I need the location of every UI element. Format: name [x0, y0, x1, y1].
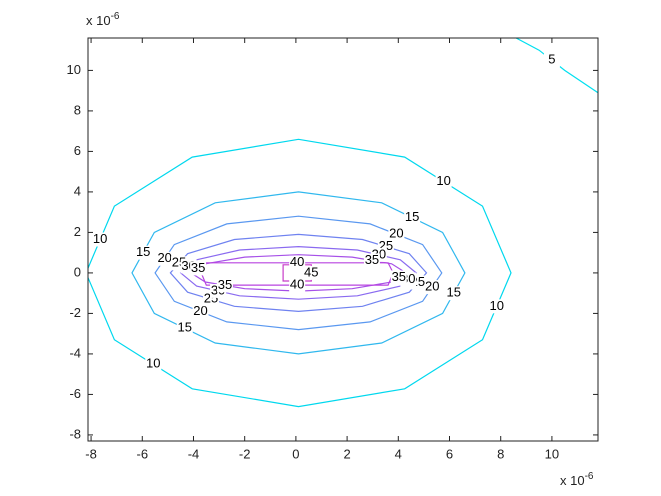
x-tick-label: 0	[292, 446, 299, 461]
contour-label: 35	[365, 252, 379, 267]
x-tick-label: 10	[545, 446, 559, 461]
y-multiplier-exponent: -6	[111, 11, 120, 22]
y-multiplier-base: x 10	[86, 13, 111, 28]
contour-label: 20	[157, 250, 171, 265]
y-tick-label: 10	[67, 62, 81, 77]
contour-label-bg	[192, 304, 209, 319]
contour-label-bg	[289, 255, 306, 270]
contour-label-bg	[390, 270, 407, 285]
y-tick-label: -6	[69, 386, 81, 401]
contour-label: 35	[392, 269, 406, 284]
contour-label-bg	[92, 232, 109, 247]
y-tick-label: 6	[74, 143, 81, 158]
contour-label-bg	[156, 251, 173, 266]
x-multiplier: x 10-6	[560, 471, 594, 489]
y-tick-label: 4	[74, 183, 81, 198]
contour-label: 20	[193, 303, 207, 318]
contour-label: 10	[436, 173, 450, 188]
contour-label: 10	[93, 231, 107, 246]
contour-line	[131, 191, 466, 355]
contour-label-bg	[303, 265, 320, 280]
contour-label: 40	[290, 254, 304, 269]
x-tick-label: -2	[239, 446, 251, 461]
y-tick-label: -8	[69, 426, 81, 441]
x-tick-label: 2	[343, 446, 350, 461]
contour-label-bg	[190, 261, 207, 276]
contour-label-bg	[543, 53, 560, 68]
contour-label-bg	[363, 253, 380, 268]
x-tick-label: -6	[136, 446, 148, 461]
contour-label-bg	[145, 357, 162, 372]
contour-label-bg	[424, 280, 441, 295]
x-multiplier-exponent: -6	[585, 471, 594, 482]
contour-label-bg	[445, 286, 462, 301]
x-tick-label: 4	[395, 446, 402, 461]
contour-label: 35	[191, 260, 205, 275]
axes: -8 -6 -4 -2 0 2 4 6 8 10 -8 -6 -4 -2 0 2 4 6 8 10	[67, 38, 598, 461]
contour-label: 15	[178, 320, 192, 335]
contour-label: 45	[304, 264, 318, 279]
x-tick-label: -4	[188, 446, 200, 461]
contour-label: 10	[490, 298, 504, 313]
plot-area	[88, 38, 598, 441]
contour-label: 20	[425, 279, 439, 294]
y-tick-label: 2	[74, 224, 81, 239]
y-tick-label: -2	[69, 305, 81, 320]
label-layer: 5101010101515151520202020252525253030303…	[92, 52, 560, 372]
contour-label: 10	[146, 356, 160, 371]
contour-label: 35	[218, 277, 232, 292]
plot-frame	[87, 37, 599, 442]
contour-label: 15	[136, 244, 150, 259]
x-tick-label: 8	[497, 446, 504, 461]
contour-label: 40	[290, 277, 304, 292]
y-tick-label: 0	[74, 264, 81, 279]
contour-label: 15	[446, 285, 460, 300]
contour-label-bg	[404, 210, 421, 225]
contour-label: 5	[548, 52, 555, 67]
contour-label: 15	[405, 209, 419, 224]
y-multiplier: x 10-6	[86, 11, 120, 29]
contour-label-bg	[135, 245, 152, 260]
contour-label-bg	[216, 278, 233, 293]
contour-label-bg	[289, 278, 306, 293]
x-tick-label: -8	[85, 446, 97, 461]
contour-line	[169, 233, 428, 313]
contour-line	[154, 215, 443, 331]
contour-label-bg	[435, 174, 452, 189]
contour-label-bg	[388, 227, 405, 242]
contour-line	[88, 138, 512, 408]
contour-label-bg	[488, 299, 505, 314]
contour-label: 20	[389, 226, 403, 241]
x-multiplier-base: x 10	[560, 473, 585, 488]
contour-label-bg	[176, 321, 193, 336]
y-tick-label: 8	[74, 102, 81, 117]
y-tick-label: -4	[69, 345, 81, 360]
x-tick-label: 6	[446, 446, 453, 461]
